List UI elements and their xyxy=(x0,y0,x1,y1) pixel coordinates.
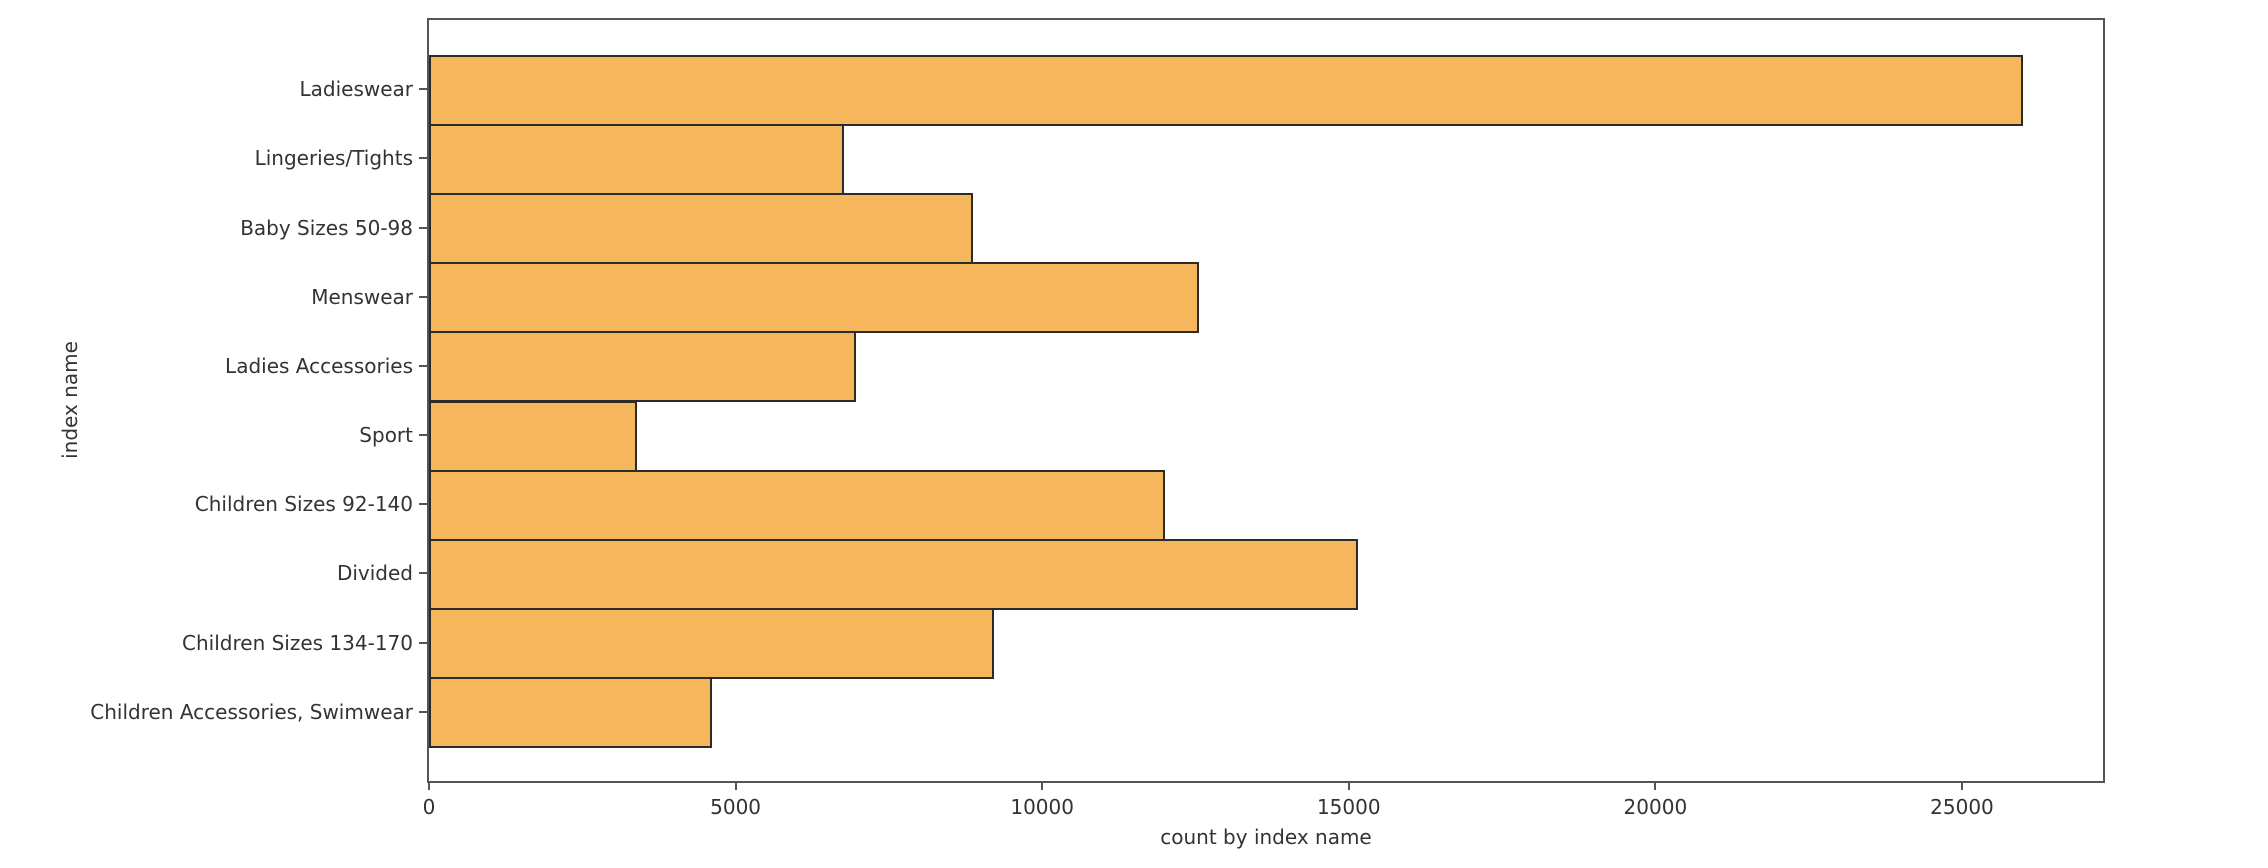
y-tick-label: Menswear xyxy=(311,284,413,309)
x-tick-label: 5000 xyxy=(710,795,762,819)
x-tick xyxy=(1347,781,1350,790)
x-tick-label: 25000 xyxy=(1930,795,1994,819)
y-tick xyxy=(419,641,429,644)
y-tick xyxy=(419,226,429,229)
x-tick xyxy=(428,781,430,790)
y-tick-label: Baby Sizes 50-98 xyxy=(240,215,413,240)
y-tick-label: Ladies Accessories xyxy=(225,353,413,378)
bar xyxy=(429,469,1166,541)
x-tick xyxy=(734,781,737,790)
bar xyxy=(429,677,712,749)
x-tick-label: 10000 xyxy=(1010,795,1074,819)
y-tick xyxy=(419,572,429,575)
x-tick-label: 15000 xyxy=(1316,795,1381,819)
y-tick xyxy=(419,88,429,91)
y-tick xyxy=(419,295,429,298)
y-tick xyxy=(419,364,429,367)
bar xyxy=(429,608,994,680)
bar xyxy=(429,331,856,403)
y-tick-label: Sport xyxy=(359,423,413,448)
y-tick-label: Children Accessories, Swimwear xyxy=(90,699,413,724)
y-tick xyxy=(419,157,429,160)
bar xyxy=(429,400,637,472)
bar xyxy=(429,262,1199,334)
y-tick-label: Lingeries/Tights xyxy=(254,146,413,171)
x-tick xyxy=(1041,781,1044,790)
bar xyxy=(429,538,1358,611)
bar xyxy=(429,54,2024,126)
y-tick xyxy=(419,434,429,437)
x-tick-label: 20000 xyxy=(1623,795,1688,819)
bar xyxy=(429,192,974,265)
y-tick-label: Ladieswear xyxy=(299,77,413,102)
y-tick xyxy=(419,503,429,506)
bar xyxy=(429,123,845,195)
x-tick xyxy=(1654,781,1657,790)
y-tick-label: Children Sizes 92-140 xyxy=(194,492,413,517)
x-tick-label: 0 xyxy=(422,795,436,819)
x-axis-label: count by index name xyxy=(1160,825,1372,849)
y-tick-label: Children Sizes 134-170 xyxy=(182,630,413,655)
y-tick-label: Divided xyxy=(336,561,413,586)
x-tick xyxy=(1960,781,1963,790)
y-tick xyxy=(419,710,429,713)
plot-area xyxy=(427,18,2105,783)
